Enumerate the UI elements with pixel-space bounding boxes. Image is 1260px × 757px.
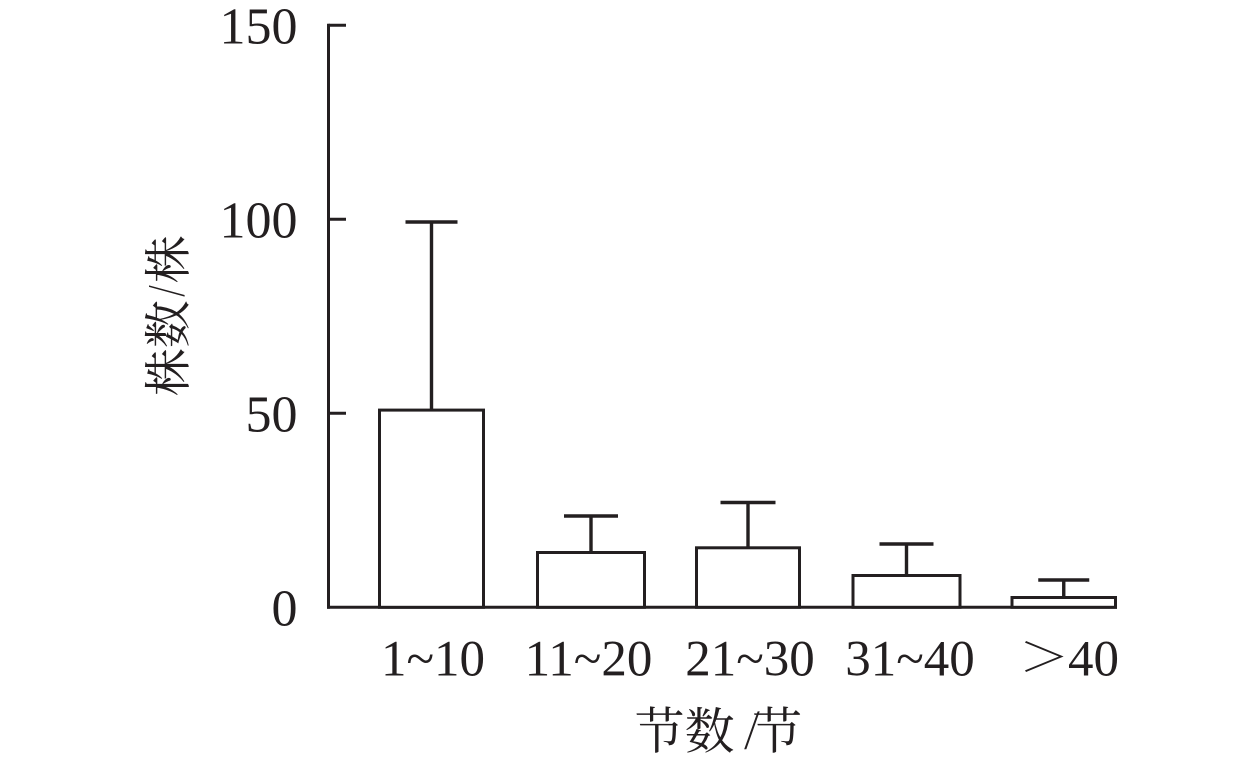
- svg-text:150: 150: [220, 0, 298, 56]
- svg-text:11~20: 11~20: [525, 632, 653, 688]
- svg-text:31~40: 31~40: [845, 632, 975, 688]
- svg-text:100: 100: [220, 193, 298, 250]
- svg-text:0: 0: [272, 581, 298, 638]
- svg-text:1~10: 1~10: [381, 632, 485, 688]
- svg-text:21~30: 21~30: [685, 632, 815, 688]
- svg-text:40: 40: [1068, 632, 1119, 688]
- svg-text:50: 50: [246, 387, 298, 444]
